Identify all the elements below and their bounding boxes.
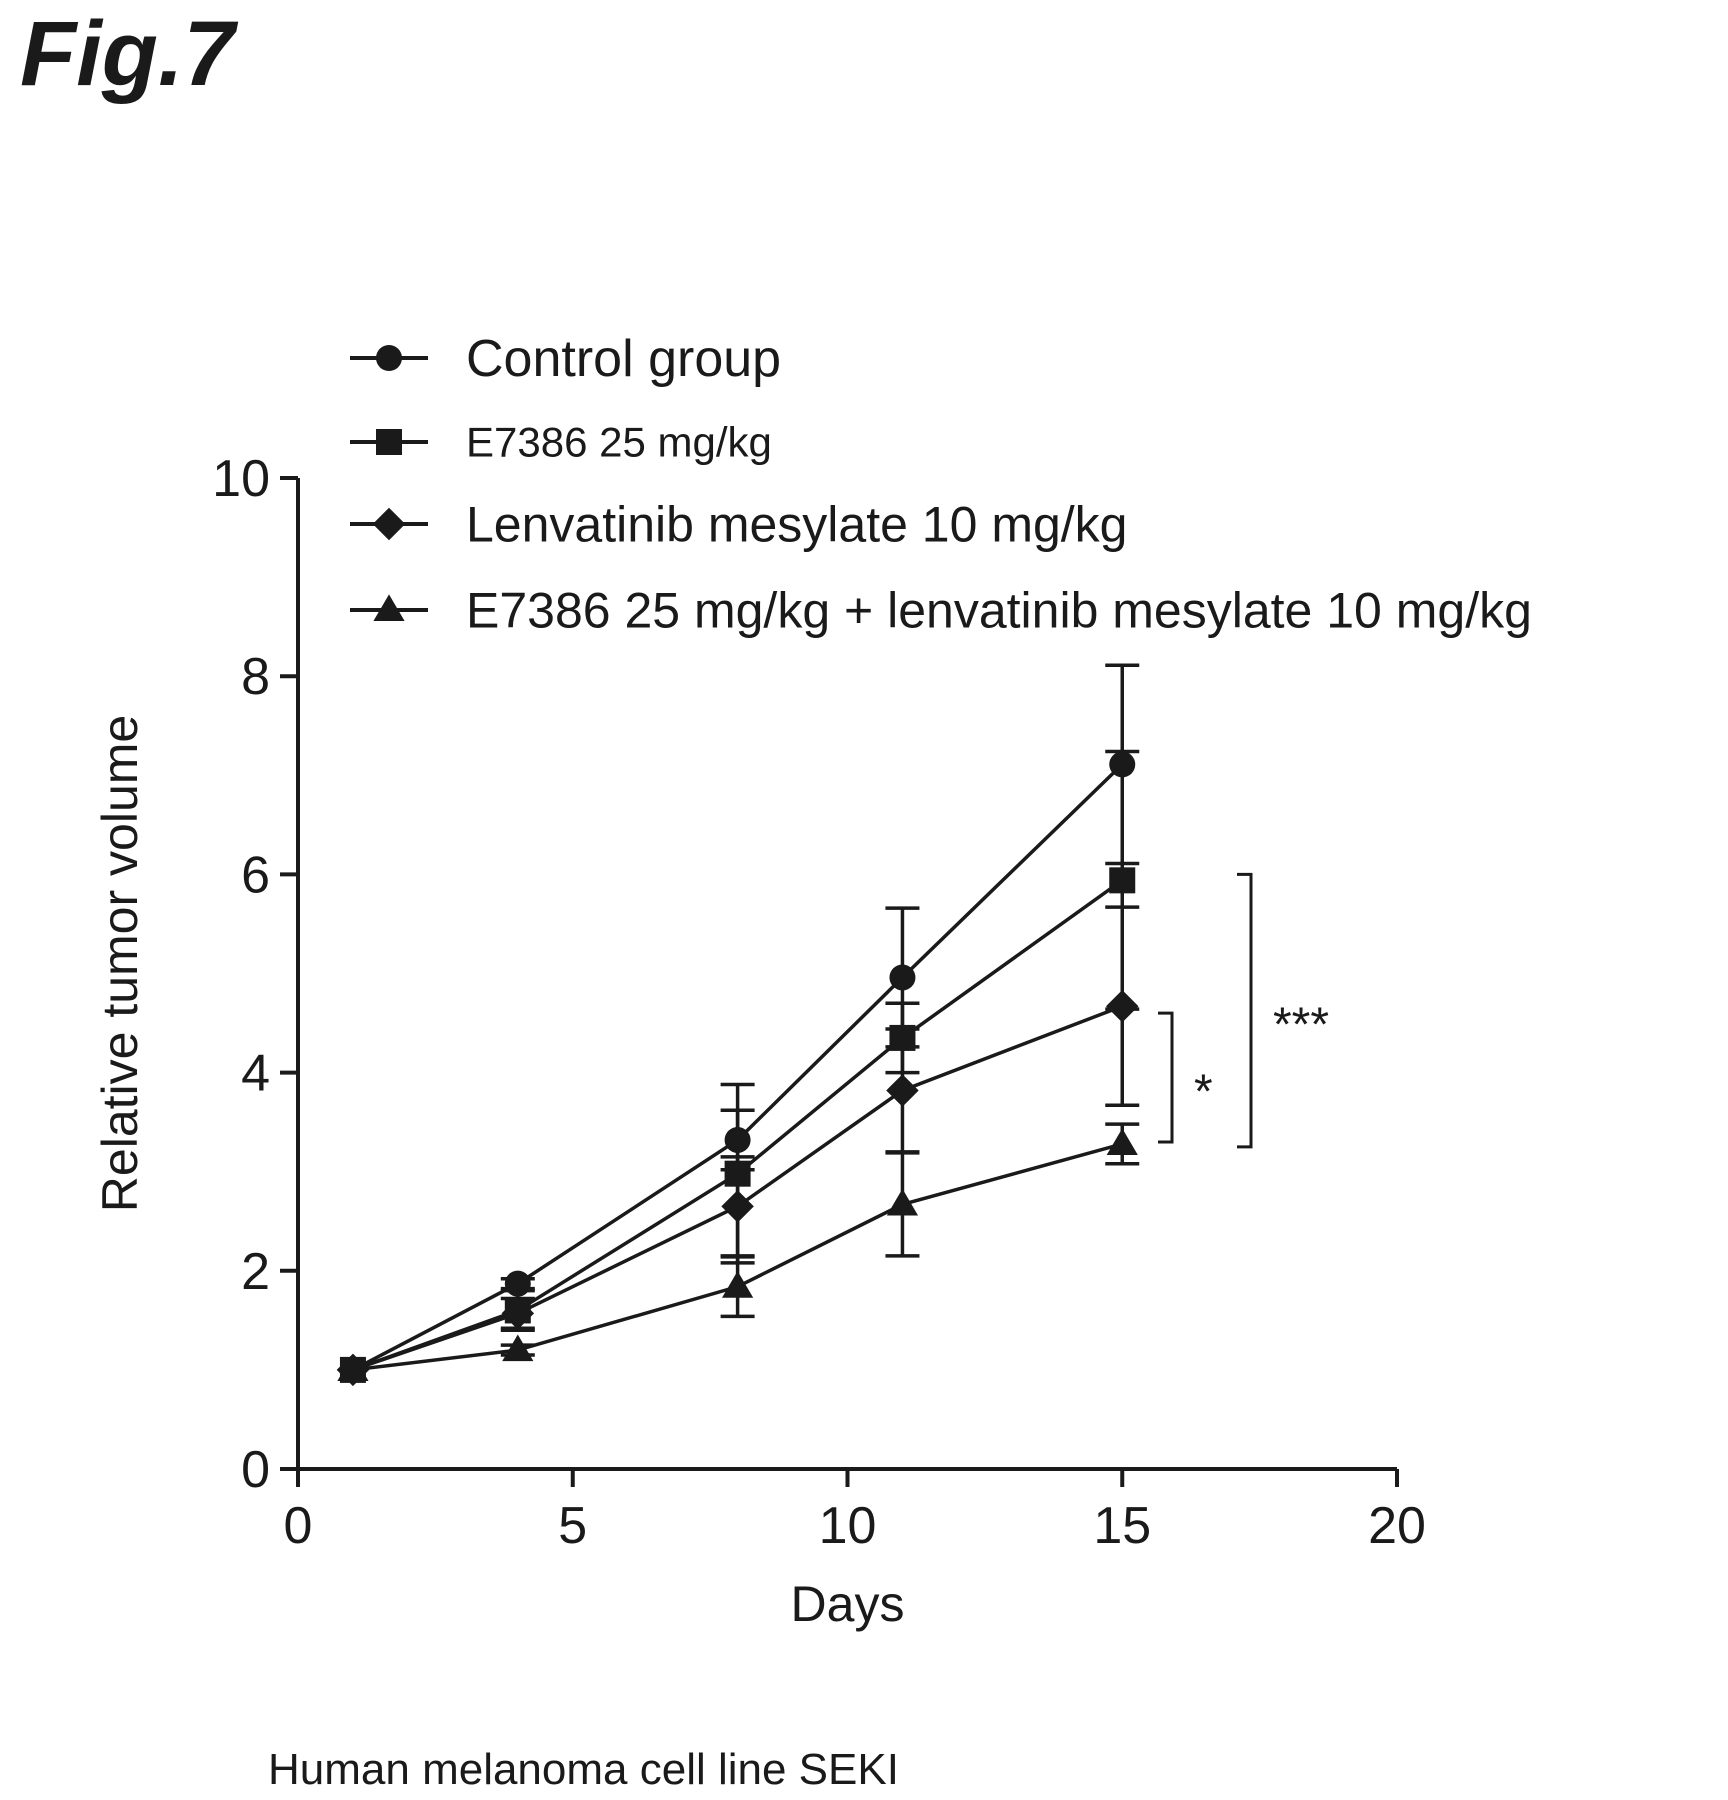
significance-bracket-1: *	[1158, 1011, 1213, 1144]
data-point	[886, 1188, 919, 1216]
legend-label: Lenvatinib mesylate 10 mg/kg	[466, 497, 1127, 553]
x-tick-label: 0	[284, 1497, 313, 1555]
legend-label: E7386 25 mg/kg	[466, 419, 772, 466]
y-tick-label: 2	[241, 1243, 270, 1301]
y-tick-label: 6	[241, 846, 270, 904]
chart: 0 2 4 6 8 10 0 5 10 15 20 Days Relative tumor volume…	[92, 330, 1532, 1632]
data-point	[721, 1190, 754, 1223]
x-tick-label: 15	[1093, 1497, 1151, 1555]
legend-item-2: E7386 25 mg/kg	[350, 419, 772, 466]
data-point	[502, 1334, 534, 1362]
data-point	[1106, 1128, 1138, 1156]
legend-item-4: E7386 25 mg/kg + lenvatinib mesylate 10 …	[350, 583, 1532, 639]
data-point	[1109, 867, 1136, 894]
bracket-line	[1158, 1011, 1174, 1144]
y-tick-label: 0	[241, 1441, 270, 1499]
legend-item-3: Lenvatinib mesylate 10 mg/kg	[350, 497, 1127, 553]
data-point	[337, 1354, 369, 1381]
legend-item-1: Control group	[350, 330, 781, 388]
data-point	[889, 964, 916, 991]
figure-caption: Human melanoma cell line SEKI	[268, 1745, 899, 1794]
legend-marker	[376, 345, 402, 371]
x-tick-label: 5	[558, 1497, 587, 1555]
significance-bracket-2: ***	[1237, 872, 1329, 1149]
bracket-line	[1237, 872, 1253, 1149]
series-3	[336, 905, 1140, 1387]
y-axis-label: Relative tumor volume	[92, 715, 148, 1212]
x-tick-label: 20	[1368, 1497, 1426, 1555]
data-point	[1106, 989, 1139, 1023]
legend-marker	[373, 594, 405, 622]
data-point	[501, 1297, 535, 1330]
series-4	[337, 1122, 1140, 1381]
legend-label: E7386 25 mg/kg + lenvatinib mesylate 10 …	[466, 583, 1532, 639]
legend-marker	[372, 507, 406, 541]
significance-label: *	[1194, 1066, 1213, 1119]
y-tick-label: 4	[241, 1045, 270, 1103]
legend-marker	[376, 429, 402, 455]
y-tick-label: 8	[241, 648, 270, 706]
data-point	[886, 1074, 919, 1107]
significance-label: ***	[1273, 999, 1329, 1052]
data-point	[722, 1271, 754, 1298]
figure-label: Fig.7	[20, 3, 235, 105]
y-tick-label: 10	[212, 450, 270, 508]
x-axis-label: Days	[791, 1576, 905, 1632]
legend-label: Control group	[466, 330, 781, 388]
x-tick-label: 10	[819, 1497, 877, 1555]
